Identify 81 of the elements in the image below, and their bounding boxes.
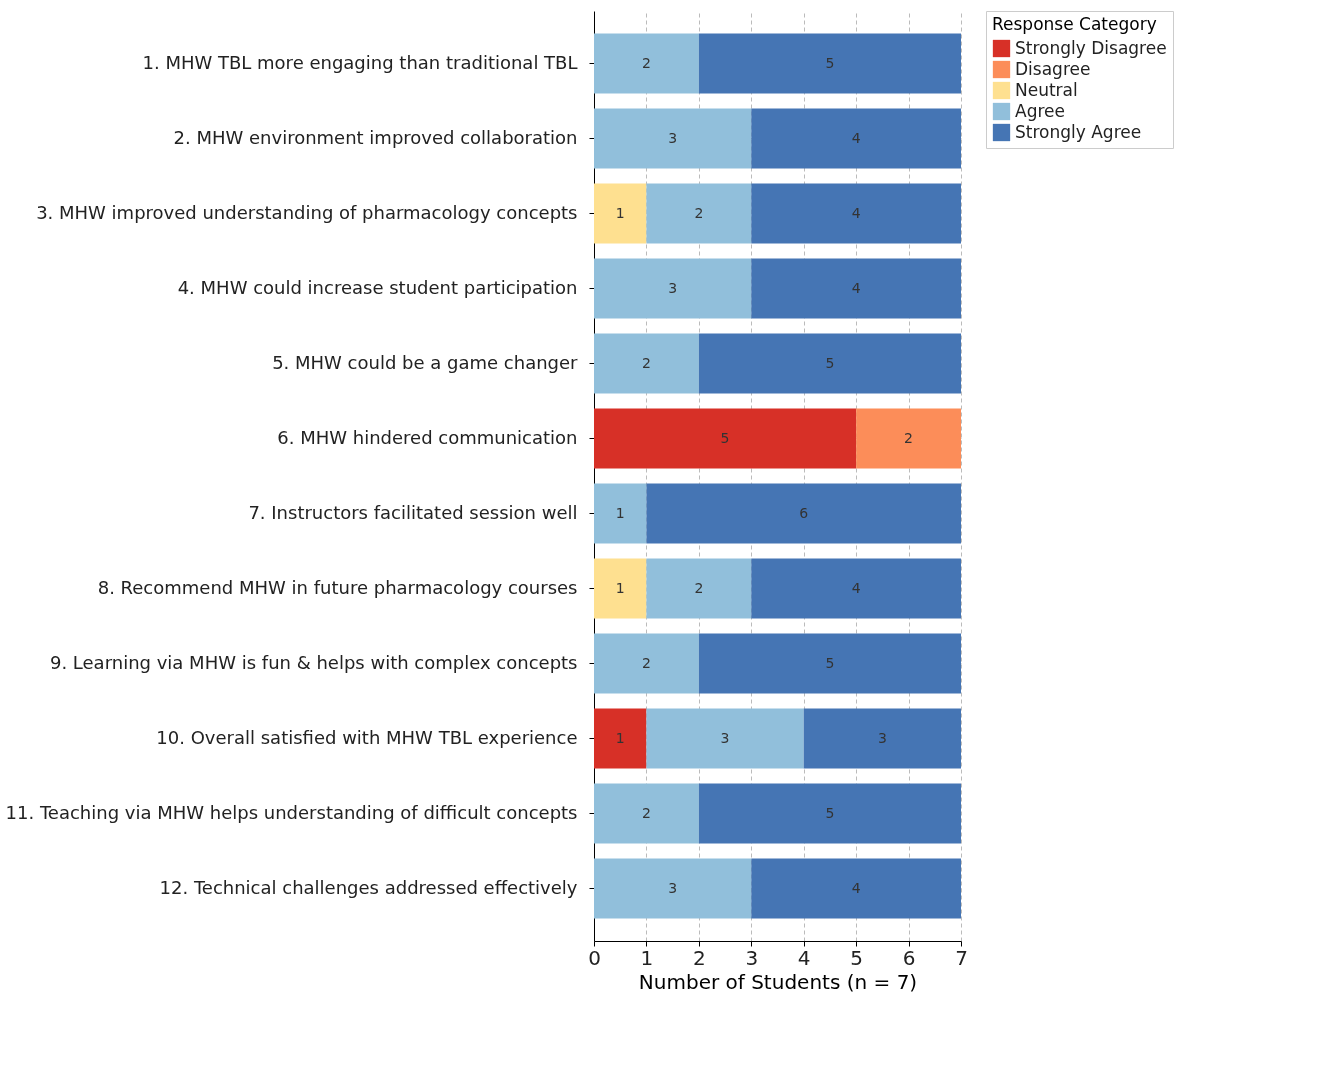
bar xyxy=(594,708,647,769)
data-label: 3 xyxy=(877,729,887,746)
bar xyxy=(698,633,961,694)
legend-label: Strongly Disagree xyxy=(1015,37,1167,58)
legend-label: Strongly Agree xyxy=(1015,121,1142,142)
data-label: 4 xyxy=(851,279,861,296)
data-label: 6 xyxy=(799,504,809,521)
x-tick-label: 5 xyxy=(850,945,864,970)
y-tick-label: 7. Instructors facilitated session well xyxy=(248,501,578,523)
data-label: 1 xyxy=(615,579,625,596)
bar xyxy=(751,183,961,244)
y-tick-label: 4. MHW could increase student participation xyxy=(177,276,578,298)
bar xyxy=(751,108,961,169)
bar xyxy=(646,183,752,244)
legend-label: Disagree xyxy=(1015,58,1091,79)
data-label: 5 xyxy=(825,354,835,371)
data-label: 5 xyxy=(825,654,835,671)
bar xyxy=(646,483,961,544)
data-label: 2 xyxy=(694,579,704,596)
bar xyxy=(594,558,647,619)
y-tick-label: 12. Technical challenges addressed effectively xyxy=(159,876,578,898)
data-label: 2 xyxy=(641,354,651,371)
x-tick-label: 7 xyxy=(955,945,968,970)
bar xyxy=(751,558,961,619)
bar xyxy=(698,333,961,394)
bar xyxy=(594,333,699,394)
x-tick-label: 6 xyxy=(902,945,916,970)
bar xyxy=(594,858,752,919)
data-label: 4 xyxy=(851,579,861,596)
data-label: 2 xyxy=(641,804,651,821)
data-label: 2 xyxy=(904,429,914,446)
bar xyxy=(594,33,699,94)
bar xyxy=(646,558,752,619)
bar xyxy=(856,408,961,469)
data-label: 1 xyxy=(615,204,625,221)
bar xyxy=(594,783,699,844)
x-axis-title: Number of Students (n = 7) xyxy=(638,969,918,994)
y-tick-label: 11. Teaching via MHW helps understanding of difficult concepts xyxy=(5,801,578,823)
x-tick-label: 0 xyxy=(588,945,601,970)
bar xyxy=(594,483,647,544)
data-label: 3 xyxy=(668,129,678,146)
bar xyxy=(594,408,857,469)
data-label: 4 xyxy=(851,204,861,221)
bar xyxy=(594,183,647,244)
bar xyxy=(594,108,752,169)
y-tick-label: 1. MHW TBL more engaging than traditional TBL xyxy=(142,51,578,73)
data-label: 2 xyxy=(641,654,651,671)
bar xyxy=(594,258,752,319)
data-label: 4 xyxy=(851,129,861,146)
legend-label: Agree xyxy=(1015,100,1065,121)
y-tick-label: 8. Recommend MHW in future pharmacology courses xyxy=(97,576,578,598)
data-label: 2 xyxy=(641,54,651,71)
data-label: 2 xyxy=(694,204,704,221)
data-label: 5 xyxy=(825,54,835,71)
bar xyxy=(698,783,961,844)
bar xyxy=(803,708,961,769)
y-tick-label: 5. MHW could be a game changer xyxy=(272,351,579,373)
data-label: 3 xyxy=(668,279,678,296)
y-tick-label: 6. MHW hindered communication xyxy=(277,426,578,448)
data-label: 4 xyxy=(851,879,861,896)
data-label: 3 xyxy=(668,879,678,896)
y-tick-label: 9. Learning via MHW is fun & helps with complex concepts xyxy=(49,651,578,673)
y-tick-label: 3. MHW improved understanding of pharmacology concepts xyxy=(36,201,578,223)
bar xyxy=(594,633,699,694)
bar xyxy=(751,258,961,319)
y-tick-label: 10. Overall satisfied with MHW TBL experience xyxy=(156,726,578,748)
x-tick-label: 2 xyxy=(692,945,706,970)
data-label: 1 xyxy=(615,729,625,746)
x-tick-label: 1 xyxy=(640,945,654,970)
bar xyxy=(751,858,961,919)
data-label: 1 xyxy=(615,504,625,521)
x-tick-label: 3 xyxy=(745,945,759,970)
legend-title: Response Category xyxy=(992,14,1157,34)
bar xyxy=(698,33,961,94)
bar xyxy=(646,708,804,769)
legend-label: Neutral xyxy=(1015,79,1078,100)
data-label: 5 xyxy=(825,804,835,821)
data-label: 5 xyxy=(720,429,730,446)
x-tick-label: 4 xyxy=(797,945,811,970)
data-label: 3 xyxy=(720,729,730,746)
y-tick-label: 2. MHW environment improved collaboration xyxy=(173,126,578,148)
